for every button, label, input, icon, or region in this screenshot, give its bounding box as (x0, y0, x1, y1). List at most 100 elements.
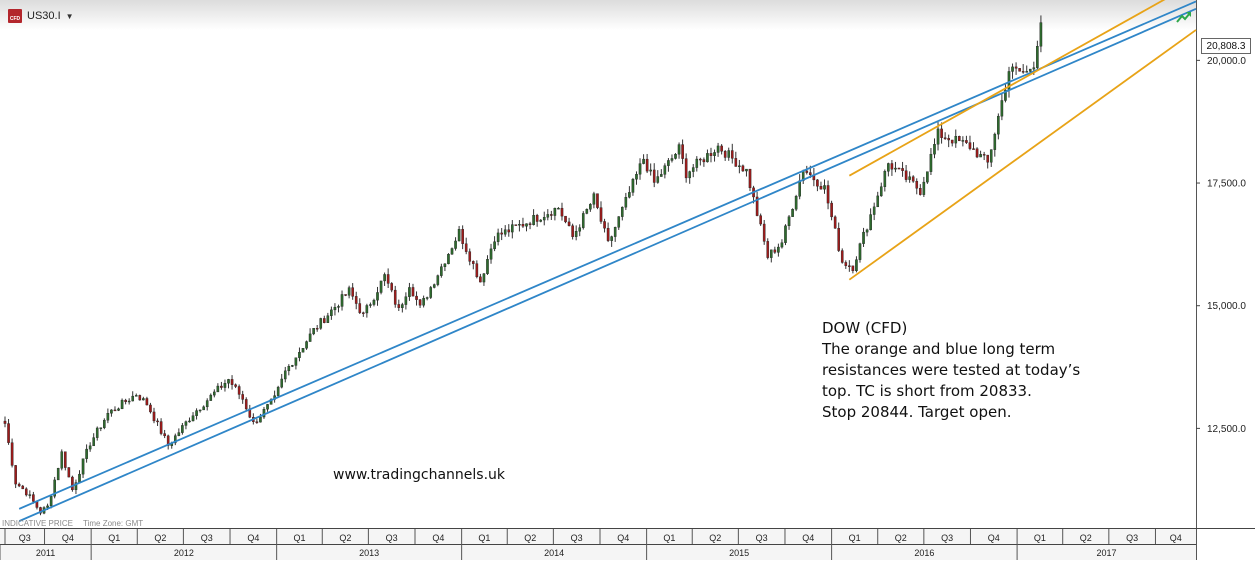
candle-body (518, 223, 521, 226)
candle-body (56, 468, 60, 481)
year-label: 2016 (914, 548, 934, 558)
candle-body (450, 248, 454, 255)
candle-body (372, 299, 376, 305)
candle-body (709, 153, 713, 156)
candle-body (851, 265, 855, 272)
candle-body (301, 348, 305, 353)
candle-body (667, 160, 670, 166)
candle-body (149, 404, 152, 413)
candle-body (816, 179, 819, 187)
candle-body (997, 115, 1000, 135)
candle-body (809, 172, 812, 175)
candle-body (539, 219, 542, 222)
candle-body (1028, 68, 1032, 72)
candle-body (833, 216, 837, 229)
candle-body (784, 225, 787, 243)
candle-body (138, 395, 142, 401)
candle-body (769, 249, 773, 258)
candle-body (408, 287, 411, 297)
candle-body (88, 445, 92, 450)
candle-body (156, 420, 159, 423)
candle-body (791, 209, 794, 217)
candle-body (205, 400, 209, 408)
candle-body (762, 223, 766, 242)
candle-body (454, 240, 457, 249)
candle-body (936, 128, 940, 145)
quarter-label: Q3 (201, 533, 213, 543)
candle-body (280, 378, 284, 388)
blue-trendline (18, 0, 1197, 510)
candle-body (163, 433, 166, 437)
candle-body (202, 406, 205, 411)
candle-body (734, 158, 738, 167)
candle-body (865, 229, 869, 233)
candle-body (982, 154, 986, 156)
candle-body (691, 167, 695, 172)
candle-body (670, 158, 674, 161)
candle-body (145, 398, 149, 406)
candle-body (663, 165, 667, 175)
candle-body (440, 266, 443, 276)
candle-body (876, 195, 880, 208)
candle-body (965, 140, 968, 143)
candle-body (383, 274, 386, 282)
candle-body (142, 398, 145, 401)
candle-body (134, 395, 138, 397)
candle-body (823, 185, 826, 190)
quarter-label: Q1 (293, 533, 305, 543)
quarter-label: Q1 (108, 533, 120, 543)
candle-body (496, 232, 500, 242)
candle-body (110, 409, 113, 414)
candle-body (872, 206, 876, 215)
candle-body (237, 386, 241, 395)
candle-body (493, 241, 496, 250)
candle-body (901, 168, 904, 171)
chevron-down-icon[interactable]: ▼ (65, 11, 74, 21)
candle-body (798, 180, 801, 197)
symbol-selector[interactable]: CFD US30.I ▼ (8, 7, 74, 25)
candle-body (230, 379, 234, 385)
candle-body (78, 473, 81, 483)
candle-body (1011, 66, 1014, 72)
cfd-icon: CFD (8, 9, 22, 23)
candle-body (159, 421, 163, 434)
candle-body (837, 228, 840, 251)
candle-body (85, 448, 88, 459)
candle-body (124, 399, 127, 403)
candle-body (340, 294, 344, 307)
y-tick-label: 12,500.0 (1207, 424, 1246, 435)
candle-body (415, 295, 418, 300)
orange-trendline (848, 29, 1197, 281)
candle-body (968, 142, 972, 149)
quarter-label: Q3 (386, 533, 398, 543)
candle-body (64, 451, 67, 468)
candle-body (766, 241, 770, 258)
candle-body (475, 263, 479, 278)
candle-body (699, 158, 702, 161)
candle-body (908, 176, 911, 180)
candle-body (755, 196, 759, 216)
candle-body (479, 276, 482, 283)
candle-body (624, 197, 628, 208)
candle-body (24, 488, 28, 496)
candle-body (315, 328, 319, 330)
candle-body (596, 193, 599, 208)
candle-body (521, 223, 525, 227)
candle-body (947, 138, 950, 141)
candle-body (986, 154, 990, 163)
quarter-label: Q3 (756, 533, 768, 543)
candle-body (738, 165, 741, 168)
candle-body (32, 494, 35, 502)
candle-body (528, 223, 532, 226)
candle-body (411, 287, 415, 297)
year-label: 2014 (544, 548, 564, 558)
candle-body (347, 287, 351, 296)
quarter-label: Q4 (1170, 533, 1182, 543)
candle-body (677, 144, 681, 155)
candle-body (904, 170, 908, 180)
footer-info: INDICATIVE PRICE Time Zone: GMT (2, 519, 143, 528)
trend-up-icon[interactable] (1176, 10, 1192, 24)
candle-body (486, 259, 489, 274)
